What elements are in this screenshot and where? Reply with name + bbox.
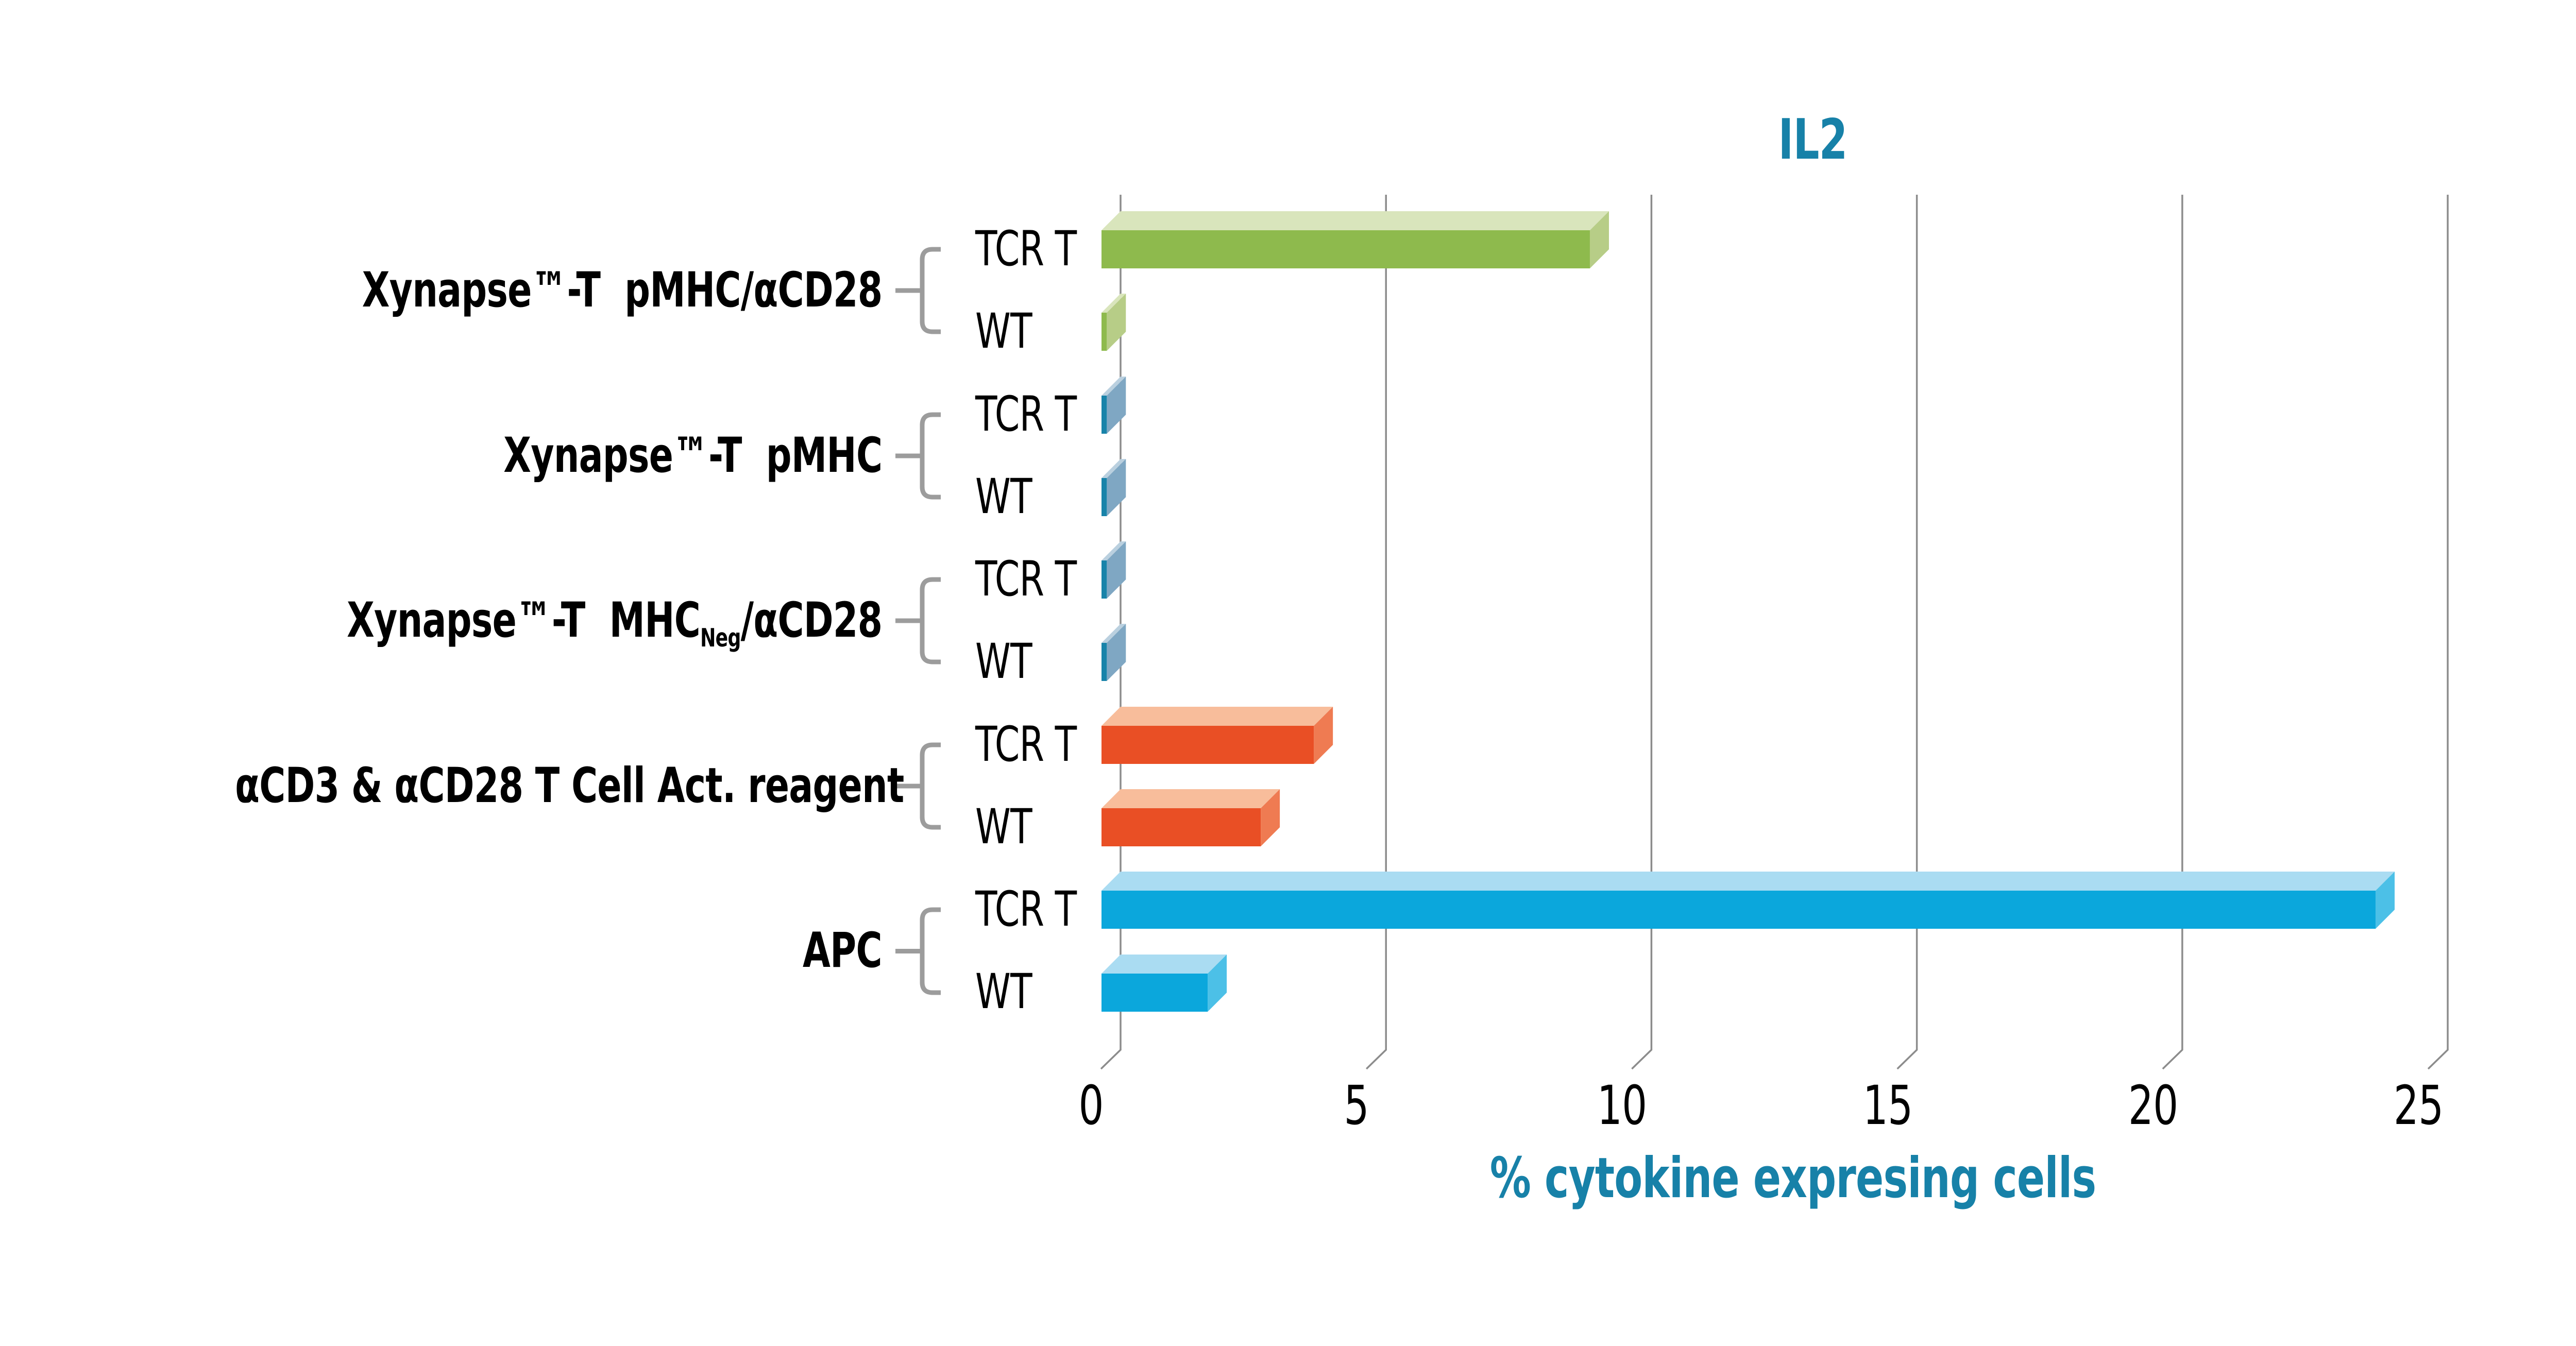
group-label-apc: APC: [803, 923, 882, 979]
row-label-g2-tcrt: TCR T: [975, 386, 1077, 442]
tick-label-0: 0: [1078, 1074, 1104, 1137]
group-bracket-0: [895, 247, 941, 334]
bar-0-1-top-face: [1101, 294, 1126, 313]
gridline-10: [1631, 195, 1653, 1070]
bar-2-1-end-face: [1107, 624, 1126, 681]
x-axis-label: % cytokine expresing cells: [1226, 1148, 2360, 1209]
bar-1-1-front-face: [1101, 478, 1107, 516]
bar-4-1-front-face: [1101, 974, 1208, 1012]
group-bracket-4: [895, 907, 941, 995]
bar-2-0-front-face: [1101, 560, 1107, 599]
bar-1-0-front-face: [1101, 396, 1107, 434]
group-label-acd3-acd28-reagent: αCD3 & αCD28 T Cell Act. reagent: [235, 758, 904, 814]
bar-4-0-top-face: [1101, 872, 2395, 891]
tick-label-5: 5: [1344, 1074, 1369, 1137]
gridline-15: [1896, 195, 1918, 1070]
bar-2-0-end-face: [1107, 541, 1126, 599]
bar-3-1-top-face: [1101, 789, 1280, 808]
row-label-g1-tcrt: TCR T: [975, 221, 1077, 277]
tick-label-20: 20: [2128, 1074, 2178, 1137]
bar-2-0-top-face: [1101, 541, 1126, 560]
row-label-g5-wt: WT: [975, 964, 1032, 1020]
row-label-g3-tcrt: TCR T: [975, 551, 1077, 607]
group-label-xynapse-pmhc-acd28: Xynapse™-T pMHC/αCD28: [362, 262, 882, 318]
gridline-25: [2427, 195, 2449, 1070]
bar-2-1-top-face: [1101, 624, 1126, 643]
bar-4-1-end-face: [1208, 955, 1227, 1012]
row-label-g4-wt: WT: [975, 799, 1032, 855]
gridline-20: [2162, 195, 2183, 1070]
bar-1-1-end-face: [1107, 459, 1126, 516]
chart-title-text: IL2: [1778, 108, 1848, 172]
bar-0-0-end-face: [1589, 211, 1609, 268]
group-label-xynapse-pmhc: Xynapse™-T pMHC: [503, 428, 883, 484]
x-axis-label-text: % cytokine expresing cells: [1489, 1146, 2096, 1211]
row-label-g4-tcrt: TCR T: [975, 717, 1077, 773]
tick-label-15: 15: [1862, 1074, 1913, 1137]
row-label-g2-wt: WT: [975, 469, 1032, 525]
tick-label-25: 25: [2393, 1074, 2444, 1137]
bar-1-1-top-face: [1101, 459, 1126, 478]
bar-4-0-end-face: [2375, 872, 2395, 929]
group-bracket-1: [895, 412, 941, 500]
bar-3-0-top-face: [1101, 707, 1333, 726]
group-label-xynapse-mhcneg-acd28: Xynapse™-T MHCNeg/αCD28: [346, 592, 883, 653]
bar-2-1-front-face: [1101, 643, 1107, 681]
bar-0-0-front-face: [1101, 230, 1590, 268]
bar-3-0-front-face: [1101, 726, 1314, 764]
row-label-g3-wt: WT: [975, 634, 1032, 690]
group-bracket-2: [895, 577, 941, 665]
row-label-g1-wt: WT: [975, 303, 1032, 360]
bar-0-1-front-face: [1101, 313, 1107, 351]
gridline-5: [1365, 195, 1387, 1070]
bar-1-0-top-face: [1101, 377, 1126, 396]
bar-0-0-top-face: [1101, 211, 1609, 230]
bar-4-0-front-face: [1101, 891, 2376, 929]
group-bracket-3: [895, 742, 941, 830]
bar-0-1-end-face: [1107, 294, 1126, 351]
bar-3-0-end-face: [1314, 707, 1333, 764]
row-label-g5-tcrt: TCR T: [975, 881, 1077, 938]
bar-3-1-end-face: [1261, 789, 1280, 846]
bar-3-1-front-face: [1101, 808, 1261, 846]
bar-4-1-top-face: [1101, 955, 1227, 974]
tick-label-10: 10: [1597, 1074, 1647, 1137]
bar-1-0-end-face: [1107, 377, 1126, 434]
chart-title: IL2: [1555, 109, 2070, 171]
